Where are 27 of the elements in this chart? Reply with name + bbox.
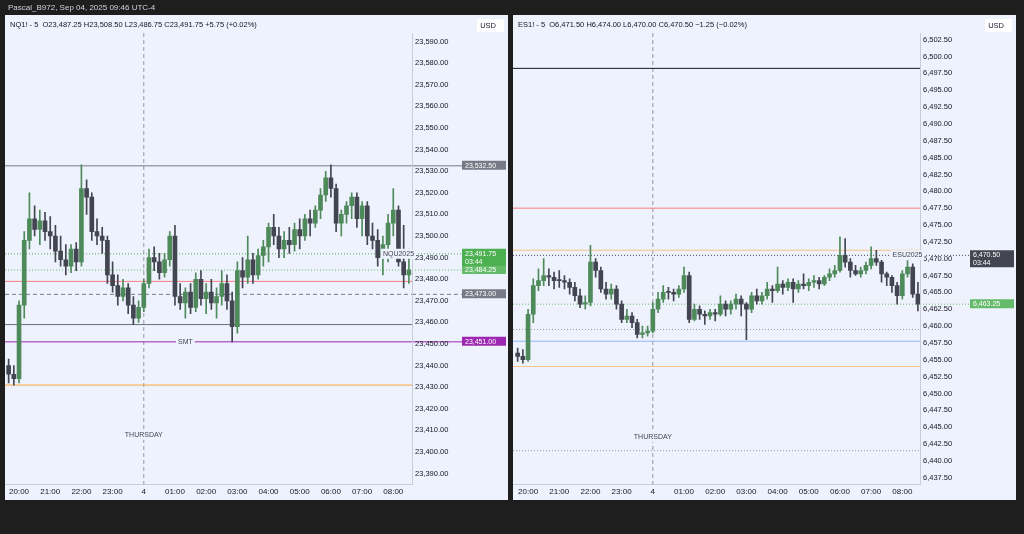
- x-tick-label: 22:00: [71, 487, 92, 497]
- x-tick-label: 02:00: [196, 487, 217, 497]
- text: Pascal_B972, Sep 04, 2025 09:46 UTC-4: [8, 3, 156, 12]
- x-tick-label: 04:00: [767, 487, 789, 497]
- x-tick-label: 23:00: [102, 487, 124, 497]
- x-tick-label: 21:00: [40, 487, 61, 497]
- x-tick-label: 20:00: [9, 487, 30, 497]
- x-tick-label: 23:00: [611, 487, 633, 497]
- x-tick-label: 07:00: [352, 487, 373, 497]
- x-tick-label: 01:00: [674, 487, 695, 497]
- x-tick-label: 05:00: [289, 487, 311, 497]
- x-tick-label: 03:00: [736, 487, 757, 497]
- x-tick-label: 08:00: [383, 487, 404, 497]
- x-tick-label: 06:00: [829, 487, 851, 497]
- x-tick-label: 22:00: [580, 487, 601, 497]
- x-tick-label: 01:00: [164, 487, 186, 497]
- x-tick-label: 04:00: [258, 487, 280, 497]
- x-tick-label: 06:00: [320, 487, 342, 497]
- x-tick-label: 02:00: [705, 487, 726, 497]
- x-tick-label: 03:00: [227, 487, 248, 497]
- x-tick-label: 4: [650, 487, 656, 497]
- x-tick-label: 05:00: [798, 487, 820, 497]
- x-tick-label: 08:00: [892, 487, 913, 497]
- x-tick-label: 07:00: [861, 487, 882, 497]
- x-tick-label: 20:00: [518, 487, 539, 497]
- x-tick-label: 21:00: [549, 487, 570, 497]
- x-tick-label: 4: [141, 487, 147, 497]
